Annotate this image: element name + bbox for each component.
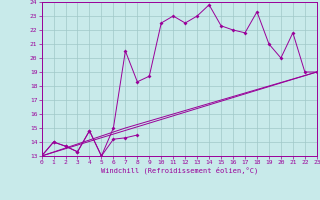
- X-axis label: Windchill (Refroidissement éolien,°C): Windchill (Refroidissement éolien,°C): [100, 167, 258, 174]
